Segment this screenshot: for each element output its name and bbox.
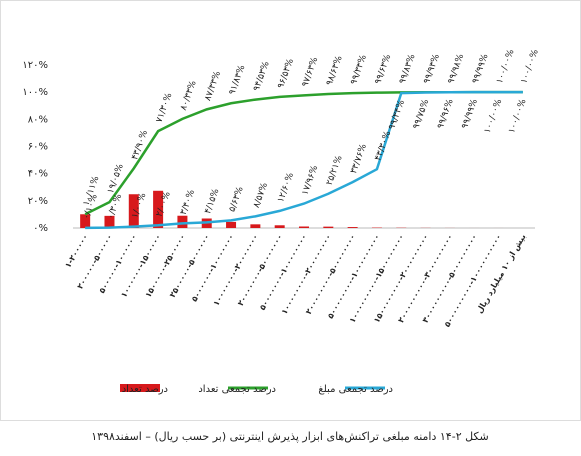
y-tick-label: ۱۲۰% xyxy=(22,60,48,71)
data-label: ۹۹/۹۳% xyxy=(422,52,442,85)
data-label: ۷۱/۳۰% xyxy=(155,91,175,124)
x-tick-label: ۵۰۰۰۰۰۰۰-۱۰۰۰۰۰۰۰۰ xyxy=(258,233,309,312)
y-tick-label: ۴۰% xyxy=(28,169,48,180)
bar xyxy=(250,224,261,228)
data-label: ۱۲/۶۰% xyxy=(276,171,296,204)
data-label: ۹۹/۶۳% xyxy=(373,53,393,86)
data-label: ۱۰۰/۰۰% xyxy=(483,97,505,134)
y-tick-label: ۱۰۰% xyxy=(22,87,48,98)
legend-label: درصد تعداد xyxy=(122,384,168,395)
data-label: ۸۰/۳۳% xyxy=(179,79,199,112)
data-label: ۹۹/۹۹% xyxy=(460,97,480,130)
line xyxy=(84,90,523,216)
data-label: ۹۹/۳۴% xyxy=(387,98,407,131)
legend-label: درصد تجمعی مبلغ xyxy=(318,384,393,395)
x-tick-label: بیش از ۱۰ میلیارد ریال xyxy=(475,233,529,316)
data-label: ۴۳/۹۰% xyxy=(130,128,150,161)
bar xyxy=(80,214,91,228)
data-label: ۰/۳۰% xyxy=(106,192,124,220)
bar xyxy=(274,225,285,228)
line xyxy=(85,90,523,230)
bar xyxy=(299,226,309,228)
bar xyxy=(347,227,358,228)
x-tick-label: ۲۰۰۰۰۰۰۰-۵۰۰۰۰۰۰۰ xyxy=(236,233,285,308)
data-label: ۴/۱۵% xyxy=(203,187,221,215)
chart-title: شکل ۲-۱۴ دامنه مبلغی تراکنش‌های ابزار پذ… xyxy=(91,430,488,443)
data-label: ۱۰۰/۰۰% xyxy=(495,48,517,85)
data-label: ۱۰۰/۰۰% xyxy=(507,97,529,134)
data-label: ۱۰۰/۰۰% xyxy=(519,48,541,85)
y-tick-label: ۸۰% xyxy=(28,114,48,125)
data-label: ۹۹/۹۹% xyxy=(471,52,491,85)
bar xyxy=(128,194,139,228)
data-label: ۱۹/۰۵% xyxy=(106,162,126,195)
data-label: ۹۹/۹۶% xyxy=(436,97,456,130)
data-label: ۹۹/۳۳% xyxy=(349,53,369,86)
data-label: ۳/۴۰% xyxy=(179,188,197,216)
bar xyxy=(104,215,115,228)
x-tick-label: ۱-۲۰۰۰۰۰ xyxy=(63,233,90,270)
y-tick-label: ۲۰% xyxy=(28,196,48,207)
legend-swatch xyxy=(120,384,160,392)
data-label: ۸۷/۳۳% xyxy=(203,70,223,103)
bar xyxy=(177,215,188,228)
data-label: ۸/۵۷% xyxy=(252,181,270,209)
data-label: ۹۸/۶۳% xyxy=(325,54,345,87)
data-label: ۹۹/۹۸% xyxy=(446,52,466,85)
data-label: ۹۶/۵۳% xyxy=(276,57,296,90)
data-label: ۹۹/۷۵% xyxy=(411,98,431,131)
data-label: ۵/۶۳% xyxy=(227,185,245,213)
legend-label: درصد تجمعی تعداد xyxy=(198,384,276,395)
y-tick-label: ۶۰% xyxy=(28,142,48,153)
bar xyxy=(153,190,164,228)
x-tick-label: ۱۰۰۰۰۰۰۰-۲۰۰۰۰۰۰۰ xyxy=(212,233,261,308)
data-label: ۲۵/۲۱% xyxy=(325,154,345,187)
data-label: ۹۹/۸۳% xyxy=(398,53,418,86)
data-label: ۱۷/۹۶% xyxy=(300,164,320,197)
bar xyxy=(323,226,334,228)
data-label: ۴۳/۳۰% xyxy=(373,129,393,162)
y-tick-label: ۰% xyxy=(33,223,48,234)
data-label: ۹۷/۶۳% xyxy=(300,56,320,89)
data-label: ۹۱/۸۳% xyxy=(227,63,247,96)
data-label: ۳۳/۷۶% xyxy=(349,142,369,175)
data-label: ۹۴/۵۳% xyxy=(252,60,272,93)
bar xyxy=(226,221,237,228)
